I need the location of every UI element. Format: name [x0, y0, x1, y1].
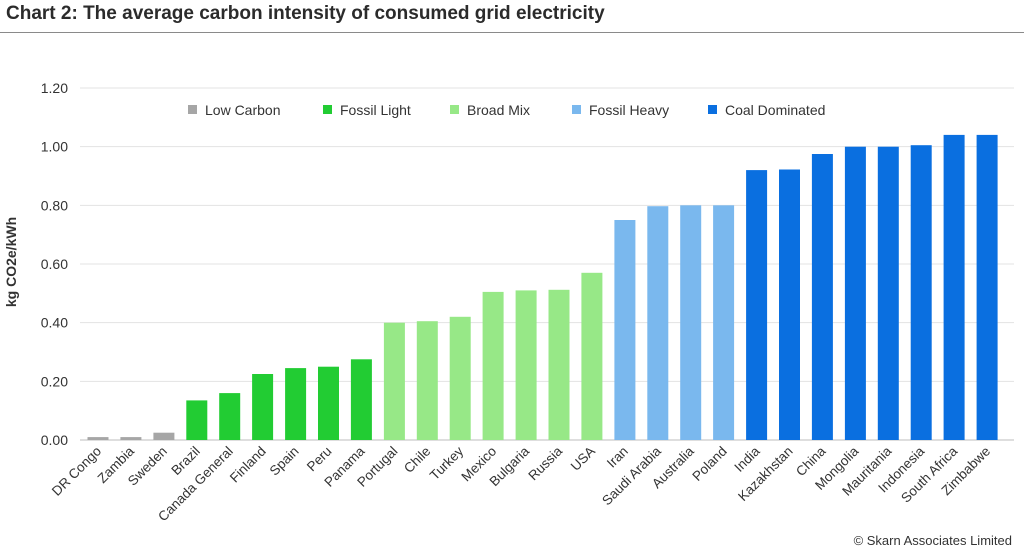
legend-swatch	[450, 105, 459, 114]
bar-poland	[713, 205, 735, 440]
bars	[87, 134, 998, 440]
x-tick-label: DR Congo	[49, 444, 104, 499]
bar-brazil	[186, 400, 208, 440]
bar-mongolia	[844, 146, 866, 440]
legend-label: Low Carbon	[205, 102, 281, 118]
legend-swatch	[323, 105, 332, 114]
legend-swatch	[188, 105, 197, 114]
y-tick-label: 1.20	[41, 80, 68, 96]
x-tick-label: Finland	[227, 444, 269, 486]
bar-saudi-arabia	[647, 206, 669, 440]
legend-item-low-carbon: Low Carbon	[188, 102, 281, 118]
bar-indonesia	[910, 145, 932, 440]
y-tick-label: 0.40	[41, 315, 68, 331]
legend-item-coal-dominated: Coal Dominated	[708, 102, 825, 118]
legend-item-fossil-heavy: Fossil Heavy	[572, 102, 669, 118]
y-tick-label: 0.60	[41, 256, 68, 272]
bar-kazakhstan	[779, 169, 800, 440]
bar-finland	[252, 374, 274, 440]
legend-label: Broad Mix	[467, 102, 530, 118]
legend-swatch	[572, 105, 581, 114]
chart-title: Chart 2: The average carbon intensity of…	[6, 3, 605, 24]
x-tick-label: Iran	[604, 444, 631, 471]
y-tick-label: 0.20	[41, 373, 68, 389]
legend-swatch	[708, 105, 717, 114]
bar-mexico	[482, 291, 504, 440]
legend: Low Carbon Fossil Light Broad Mix Fossil He…	[188, 102, 825, 118]
bar-australia	[680, 205, 702, 440]
bar-india	[746, 170, 768, 440]
bar-sweden	[153, 432, 175, 440]
bar-spain	[285, 368, 307, 440]
bar-panama	[350, 359, 372, 440]
bar-russia	[548, 289, 570, 440]
bar-bulgaria	[515, 290, 537, 440]
bar-portugal	[383, 322, 405, 440]
x-tick-label: USA	[568, 444, 598, 474]
bar-zambia	[120, 437, 142, 440]
y-axis: 0.00 0.20 0.40 0.60 0.80 1.00 1.20	[41, 80, 68, 448]
bar-iran	[614, 220, 636, 440]
bar-turkey	[449, 316, 471, 440]
legend-label: Coal Dominated	[725, 102, 825, 118]
x-tick-label: Poland	[689, 444, 729, 484]
bar-china	[811, 154, 833, 440]
title-divider	[0, 32, 1024, 33]
y-tick-label: 1.00	[41, 139, 68, 155]
legend-item-fossil-light: Fossil Light	[323, 102, 411, 118]
x-tick-label: Spain	[267, 444, 302, 479]
copyright-notice: © Skarn Associates Limited	[853, 533, 1012, 548]
legend-label: Fossil Light	[340, 102, 411, 118]
legend-label: Fossil Heavy	[589, 102, 669, 118]
bar-dr-congo	[87, 437, 109, 440]
bar-south-africa	[943, 134, 965, 440]
y-axis-label: kg CO2e/kWh	[3, 217, 19, 307]
y-tick-label: 0.00	[41, 432, 68, 448]
legend-item-broad-mix: Broad Mix	[450, 102, 530, 118]
bar-chile	[416, 321, 438, 440]
y-tick-label: 0.80	[41, 197, 68, 213]
x-tick-label: Russia	[525, 443, 565, 483]
bar-canada-general	[219, 393, 241, 440]
bar-mauritania	[877, 146, 899, 440]
gridlines	[80, 87, 1014, 441]
bar-peru	[318, 366, 339, 440]
bar-zimbabwe	[976, 134, 998, 440]
bar-usa	[581, 272, 603, 440]
